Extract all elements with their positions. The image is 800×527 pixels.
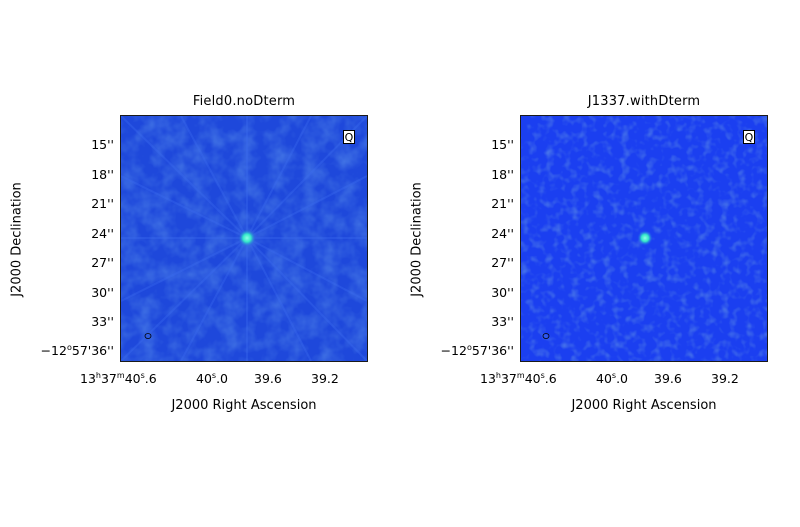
y-tick-label: 30''	[91, 285, 114, 300]
y-axis-title: J2000 Declination	[409, 182, 425, 297]
y-tick-label: 15''	[91, 137, 114, 152]
image-map: Q	[520, 115, 768, 362]
y-tick-label: 24''	[491, 226, 514, 241]
y-tick-label: 18''	[491, 167, 514, 182]
y-tick-label: 18''	[91, 167, 114, 182]
panel-title: J1337.withDterm	[587, 94, 701, 109]
point-source	[238, 229, 256, 247]
y-tick-label: 21''	[91, 196, 114, 211]
y-tick-label: 27''	[491, 255, 514, 270]
y-tick-label: 27''	[91, 255, 114, 270]
x-tick-label: 39.2	[711, 371, 739, 386]
panel-title: Field0.noDterm	[192, 94, 296, 109]
left-panel: Field0.noDterm	[9, 94, 368, 413]
x-tick-label: 40s.0	[596, 370, 629, 386]
map-canvas	[121, 116, 367, 361]
y-tick-label: 21''	[491, 196, 514, 211]
image-map: Q	[120, 115, 368, 362]
stokes-label: Q	[343, 130, 355, 144]
x-tick-label-first: 13h37m40s.6	[80, 370, 157, 386]
x-tick-label: 39.6	[654, 371, 682, 386]
x-axis-title: J2000 Right Ascension	[171, 398, 317, 413]
point-source	[637, 230, 653, 246]
y-axis-title: J2000 Declination	[9, 182, 25, 297]
x-tick-label: 39.6	[254, 371, 282, 386]
x-tick-label: 39.2	[311, 371, 339, 386]
right-panel: J1337.withDterm Q 15'' 18'' 21'	[400, 0, 800, 527]
y-tick-label-first: −12o57'36''	[440, 342, 514, 358]
y-tick-label: 15''	[491, 137, 514, 152]
y-tick-label: 30''	[491, 285, 514, 300]
x-tick-label-first: 13h37m40s.6	[480, 370, 557, 386]
radial-pattern	[121, 116, 367, 361]
beam-ellipse	[144, 333, 152, 339]
stokes-label: Q	[743, 130, 755, 144]
y-tick-label: 33''	[91, 314, 114, 329]
y-tick-label-first: −12o57'36''	[40, 342, 114, 358]
map-canvas	[521, 116, 767, 361]
y-tick-label: 24''	[91, 226, 114, 241]
beam-ellipse	[542, 333, 550, 339]
x-axis-title: J2000 Right Ascension	[571, 398, 717, 413]
y-tick-label: 33''	[491, 314, 514, 329]
x-tick-label: 40s.0	[196, 370, 229, 386]
